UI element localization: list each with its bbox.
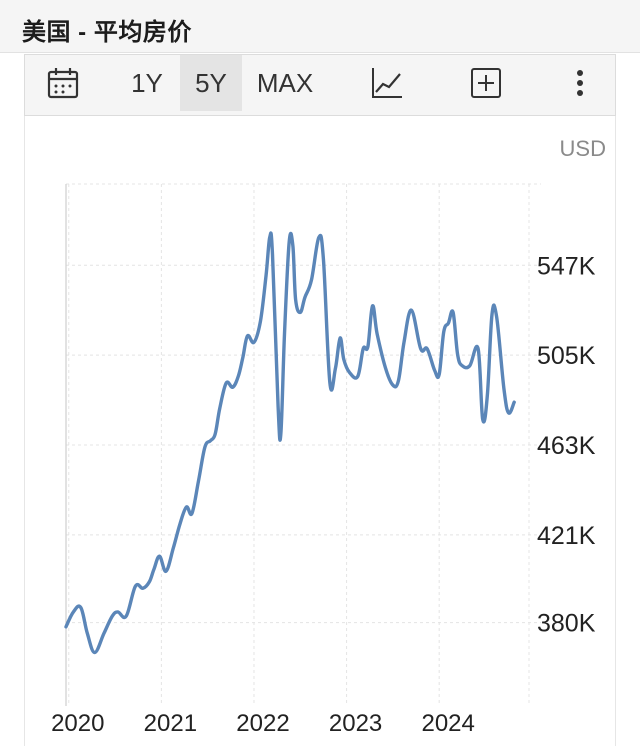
range-max-button[interactable]: MAX: [256, 67, 314, 98]
page-header: 美国 - 平均房价: [0, 0, 640, 53]
calendar-icon[interactable]: [41, 55, 85, 111]
y-tick-label: 380K: [537, 610, 596, 638]
currency-label: USD: [560, 136, 606, 161]
line-chart-icon[interactable]: [365, 55, 409, 111]
add-box-icon[interactable]: [464, 55, 508, 111]
chart-panel: [24, 116, 616, 746]
x-tick-label: 2020: [51, 710, 104, 737]
chart-grid: [66, 183, 541, 706]
x-tick-label: 2022: [236, 710, 289, 737]
more-vertical-icon[interactable]: [565, 55, 595, 111]
x-tick-label: 2024: [421, 710, 474, 737]
x-tick-label: 2023: [329, 710, 382, 737]
y-tick-label: 463K: [537, 432, 596, 460]
x-axis-labels: 2020 2021 2022 2023 2024: [51, 710, 475, 737]
y-axis-labels: 547K 505K 463K 421K 380K: [537, 252, 596, 637]
series-line: [64, 231, 516, 655]
y-tick-label: 421K: [537, 522, 596, 550]
page-title: 美国 - 平均房价: [22, 19, 192, 46]
y-tick-label: 505K: [537, 342, 596, 370]
range-1y-button[interactable]: 1Y: [131, 67, 163, 98]
chart-toolbar: 1Y 5Y MAX: [24, 54, 616, 116]
x-tick-label: 2021: [144, 710, 197, 737]
range-5y-button[interactable]: 5Y: [180, 55, 242, 111]
price-series: [64, 231, 516, 655]
y-tick-label: 547K: [537, 252, 596, 280]
